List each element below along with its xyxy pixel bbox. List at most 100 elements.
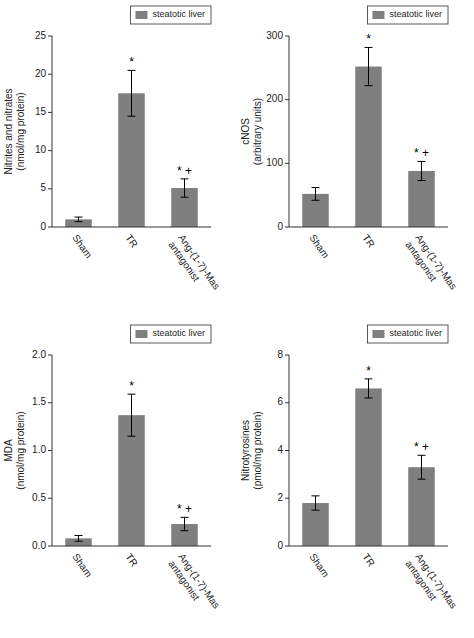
plot-area (65, 394, 198, 546)
legend-label: steatotic liver (152, 9, 205, 19)
legend-frame (130, 6, 211, 24)
error-cap (181, 530, 189, 531)
y-tick (285, 546, 289, 547)
x-tick-label: Sham (70, 551, 94, 579)
y-axis-label: MDA(nmol/mg protein) (3, 411, 26, 489)
y-axis-label-line: Nitrotyrosines (240, 420, 251, 481)
y-tick (285, 450, 289, 451)
y-tick (48, 36, 52, 37)
error-cap (75, 221, 83, 222)
y-tick-label: 25 (35, 30, 47, 41)
error-bar (312, 496, 320, 510)
legend-swatch (135, 330, 147, 338)
error-line (78, 535, 79, 541)
x-tick-label-line: antagonist (166, 239, 202, 283)
y-tick (48, 402, 52, 403)
bar (355, 67, 382, 227)
error-cap (181, 517, 189, 518)
y-tick (285, 498, 289, 499)
x-tick-label-line: TR (123, 551, 140, 568)
y-tick-label: 4 (277, 444, 283, 455)
y-tick-label: 10 (35, 144, 47, 155)
legend-swatch (135, 11, 147, 19)
x-tick-label: TR (360, 232, 377, 249)
error-bar (365, 379, 373, 398)
x-tick-label: Sham (307, 232, 331, 260)
annotation: * + (177, 164, 192, 178)
error-cap (365, 397, 373, 398)
plot-area (65, 70, 198, 227)
y-axis-label-line: (pmol/mg protein) (252, 411, 263, 489)
error-line (368, 47, 369, 85)
plot-area (302, 379, 435, 546)
error-bar (181, 517, 189, 530)
y-tick-label: 0 (277, 221, 283, 232)
error-cap (365, 85, 373, 86)
error-line (184, 517, 185, 530)
y-tick-label: 2.0 (32, 349, 46, 360)
annotation: * + (414, 146, 429, 160)
y-axis-label: Nitrites and nitrates(nmol/mg protein) (3, 88, 26, 174)
x-tick-label: Ang-(1-7)-Masantagonist (403, 551, 459, 617)
error-bar (128, 394, 136, 436)
error-cap (181, 197, 189, 198)
error-cap (365, 47, 373, 48)
y-tick-label: 300 (266, 30, 283, 41)
x-axis-line (289, 546, 448, 547)
y-tick (285, 99, 289, 100)
legend-label: steatotic liver (389, 328, 442, 338)
error-cap (128, 394, 136, 395)
annotation: * (129, 379, 134, 393)
figure: ** +0510152025Nitrites and nitrates(nmol… (0, 0, 474, 638)
error-cap (312, 200, 320, 201)
error-line (421, 455, 422, 479)
x-tick-label: TR (123, 232, 140, 249)
legend-label: steatotic liver (152, 328, 205, 338)
y-axis-line (289, 36, 290, 227)
y-tick (285, 36, 289, 37)
y-axis-label: Nitrotyrosines(pmol/mg protein) (240, 411, 263, 489)
y-tick-label: 1.0 (32, 444, 46, 455)
y-tick-label: 200 (266, 93, 283, 104)
y-tick-label: 100 (266, 157, 283, 168)
y-tick (285, 355, 289, 356)
x-tick-label-line: antagonist (403, 239, 439, 283)
x-tick-label-line: antagonist (166, 558, 202, 602)
y-tick (285, 227, 289, 228)
y-tick-label: 6 (277, 396, 283, 407)
error-bar (75, 535, 83, 541)
panel: ** +0510152025Nitrites and nitrates(nmol… (3, 6, 222, 298)
y-tick-label: 0 (40, 221, 46, 232)
y-tick (48, 450, 52, 451)
legend: steatotic liver (367, 6, 448, 24)
error-bar (418, 455, 426, 479)
error-line (131, 70, 132, 116)
y-tick-label: 20 (35, 68, 47, 79)
annotation: * + (177, 502, 192, 516)
annotation: * (366, 364, 371, 378)
legend-swatch (372, 11, 384, 19)
x-tick-label: Sham (307, 551, 331, 579)
legend-swatch (372, 330, 384, 338)
x-tick-label-line: Sham (307, 551, 331, 579)
y-axis-line (52, 36, 53, 227)
y-tick (285, 163, 289, 164)
error-cap (418, 180, 426, 181)
x-tick-label-line: TR (360, 232, 377, 249)
y-axis-label-line: Nitrites and nitrates (3, 88, 14, 174)
x-tick-label-line: Sham (70, 551, 94, 579)
y-tick-label: 2 (277, 492, 283, 503)
x-tick-label-line: Sham (307, 232, 331, 260)
error-line (368, 379, 369, 398)
legend-frame (130, 325, 211, 343)
y-tick-label: 1.5 (32, 396, 46, 407)
x-tick-label-line: TR (360, 551, 377, 568)
y-axis-label-line: MDA (3, 439, 14, 462)
y-axis-label-line: (arbitrary units) (252, 98, 263, 165)
y-tick (48, 227, 52, 228)
y-tick-label: 8 (277, 349, 283, 360)
y-tick-label: 0.0 (32, 540, 46, 551)
y-axis-label-line: cNOS (240, 118, 251, 145)
legend: steatotic liver (130, 325, 211, 343)
error-cap (75, 217, 83, 218)
